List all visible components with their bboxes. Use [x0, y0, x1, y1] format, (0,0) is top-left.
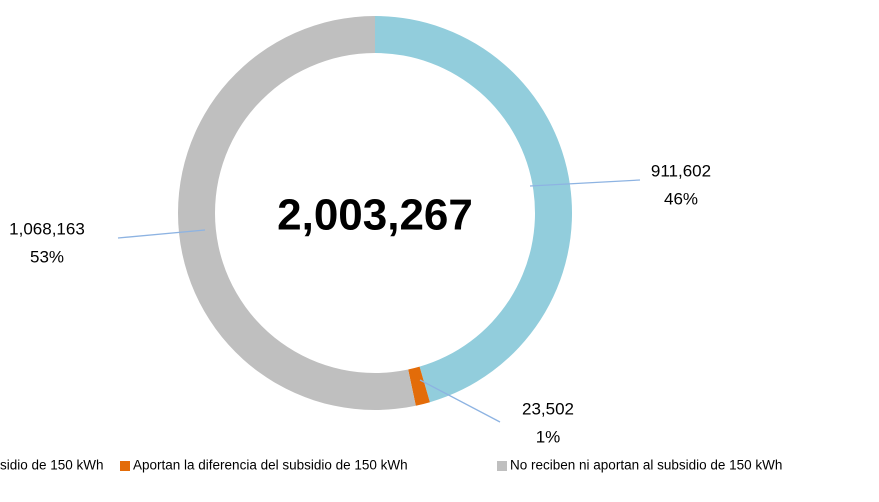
donut-segment — [408, 366, 430, 406]
center-total: 2,003,267 — [277, 191, 473, 240]
donut-segment — [375, 16, 572, 403]
donut-segment — [177, 16, 416, 410]
percent-label: 46% — [664, 189, 698, 208]
leader-line — [117, 229, 206, 239]
data-label: 1,068,163 — [9, 219, 85, 238]
percent-label: 53% — [30, 247, 64, 266]
legend-swatch — [497, 461, 507, 471]
leader-line — [419, 379, 501, 423]
legend-label: No reciben ni aportan al subsidio de 150… — [510, 458, 782, 473]
legend-label: sidio de 150 kWh — [0, 458, 104, 473]
data-label: 23,502 — [522, 399, 574, 418]
legend-swatch — [120, 461, 130, 471]
legend-label: Aportan la diferencia del subsidio de 15… — [133, 458, 408, 473]
data-label: 911,602 — [651, 161, 711, 180]
leader-line — [529, 179, 641, 187]
percent-label: 1% — [536, 427, 561, 446]
